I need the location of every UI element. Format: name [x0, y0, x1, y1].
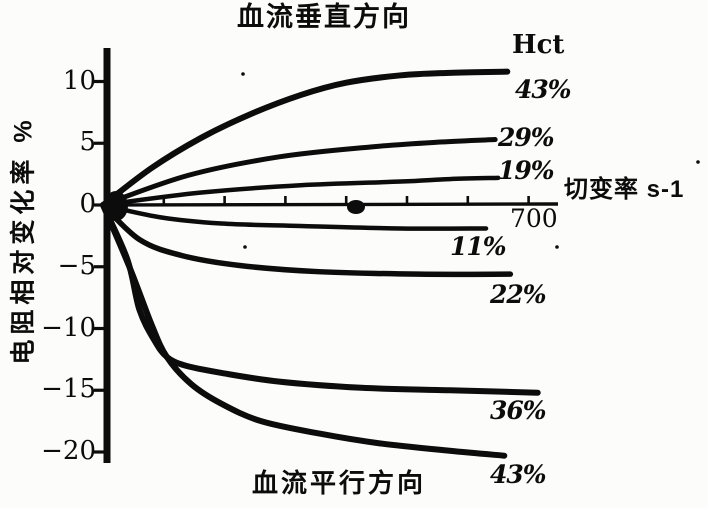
y-tick-label-10: 10 [62, 66, 96, 96]
y-tick-label-5: 5 [79, 127, 96, 157]
y-tick-label-m5: −5 [57, 251, 96, 281]
curve-parallel-hct-11 [100, 202, 489, 231]
y-tick-label-m20: −20 [41, 436, 96, 466]
curves [100, 68, 541, 459]
y-tick-label-m15: −15 [41, 374, 96, 404]
curve-parallel-hct-43 [100, 202, 508, 459]
series-label-parallel-hct-22: 22% [490, 280, 547, 309]
series-label-parallel-hct-36: 36% [490, 396, 547, 425]
ink-speck-2 [555, 245, 559, 249]
legend-title-hct: Hct [512, 30, 565, 60]
chart-title-parallel: 血流平行方向 [252, 468, 427, 498]
axis-ticks [94, 79, 530, 454]
x-axis-title: 切变率 s-1 [564, 176, 685, 203]
ink-speck-1 [696, 160, 700, 164]
series-label-perpendicular-hct-43: 43% [515, 75, 572, 104]
curve-parallel-hct-22 [100, 202, 514, 278]
curve-parallel-hct-36 [100, 202, 541, 396]
origin-ink-blob [104, 191, 128, 221]
curve-perpendicular-hct-29 [100, 137, 498, 208]
series-label-perpendicular-hct-19: 19% [498, 156, 555, 185]
ink-speck-0 [241, 72, 245, 76]
ink-speck-3 [243, 245, 247, 249]
x-tick-label-700: 700 [510, 204, 558, 233]
chart-title-perpendicular: 血流垂直方向 [237, 2, 411, 32]
series-label-parallel-hct-11: 11% [450, 232, 507, 261]
axis-ink-blob [347, 200, 365, 214]
ink-artifacts [104, 72, 700, 249]
y-tick-label-m10: −10 [41, 313, 96, 343]
axes [103, 48, 559, 463]
curve-perpendicular-hct-19 [100, 175, 501, 208]
series-label-parallel-hct-43: 43% [490, 460, 547, 489]
series-label-perpendicular-hct-29: 29% [498, 123, 555, 152]
x-axis-line [103, 202, 559, 207]
curve-perpendicular-hct-43 [100, 68, 511, 208]
y-tick-label-0: 0 [79, 189, 96, 219]
